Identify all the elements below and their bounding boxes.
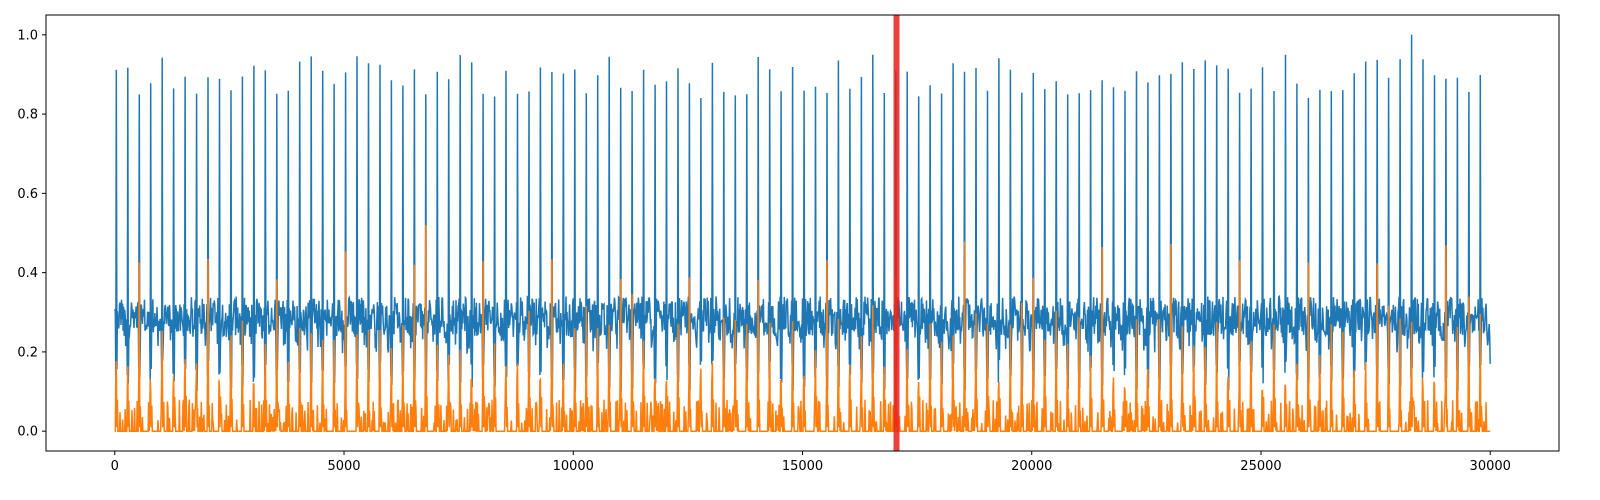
series-layer bbox=[114, 34, 1491, 432]
plot-background bbox=[46, 15, 1559, 451]
x-tick-label: 0 bbox=[111, 459, 119, 474]
y-tick-label: 0.6 bbox=[17, 187, 38, 202]
x-axis: 0 5000 10000 15000 20000 25000 30000 bbox=[111, 451, 1511, 474]
y-tick-label: 0.8 bbox=[17, 108, 38, 123]
y-axis: 0.0 0.2 0.4 0.6 0.8 1.0 bbox=[17, 28, 46, 440]
x-tick-label: 30000 bbox=[1470, 459, 1511, 474]
y-tick-label: 0.2 bbox=[17, 345, 38, 360]
x-tick-label: 20000 bbox=[1011, 459, 1052, 474]
vertical-marker bbox=[893, 15, 900, 451]
series-2-line bbox=[114, 225, 1491, 432]
y-tick-label: 0.0 bbox=[17, 425, 38, 440]
y-tick-label: 0.4 bbox=[17, 266, 38, 281]
x-tick-label: 10000 bbox=[553, 459, 594, 474]
x-tick-label: 25000 bbox=[1240, 459, 1281, 474]
y-tick-label: 1.0 bbox=[17, 28, 38, 43]
x-tick-label: 15000 bbox=[782, 459, 823, 474]
series-1-line bbox=[114, 34, 1491, 392]
marker-layer bbox=[893, 15, 900, 451]
x-tick-label: 5000 bbox=[327, 459, 360, 474]
